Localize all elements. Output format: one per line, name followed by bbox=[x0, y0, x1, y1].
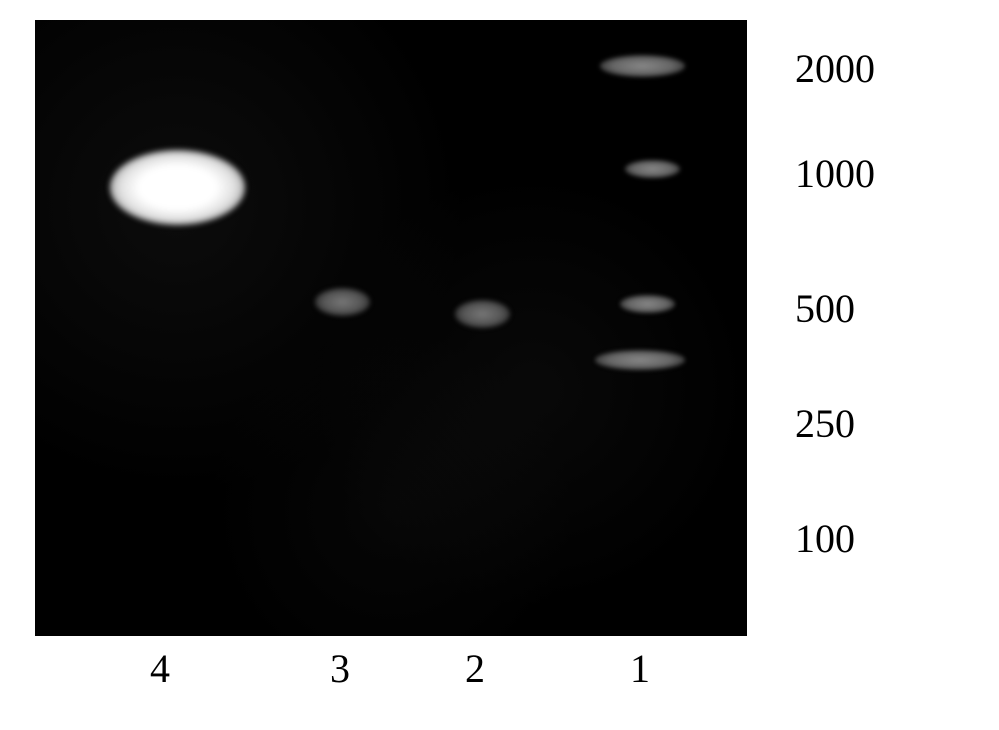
gel-figure: 2000 1000 500 250 100 4 3 2 1 bbox=[35, 20, 965, 710]
size-marker-100: 100 bbox=[795, 515, 855, 562]
lane-label-3: 3 bbox=[330, 645, 350, 692]
size-marker-500: 500 bbox=[795, 285, 855, 332]
lane-label-4: 4 bbox=[150, 645, 170, 692]
size-marker-2000: 2000 bbox=[795, 45, 875, 92]
gel-band-lane-2 bbox=[455, 300, 510, 328]
gel-band-lane-1 bbox=[595, 350, 685, 370]
gel-band-lane-3 bbox=[315, 288, 370, 316]
size-marker-1000: 1000 bbox=[795, 150, 875, 197]
gel-background-texture bbox=[35, 20, 747, 636]
gel-image-area bbox=[35, 20, 747, 636]
lane-label-2: 2 bbox=[465, 645, 485, 692]
gel-band-lane-1 bbox=[620, 295, 675, 313]
gel-band-lane-1 bbox=[600, 55, 685, 77]
size-marker-250: 250 bbox=[795, 400, 855, 447]
gel-band-lane-4 bbox=[110, 150, 245, 225]
lane-label-1: 1 bbox=[630, 645, 650, 692]
gel-band-lane-1 bbox=[625, 160, 680, 178]
